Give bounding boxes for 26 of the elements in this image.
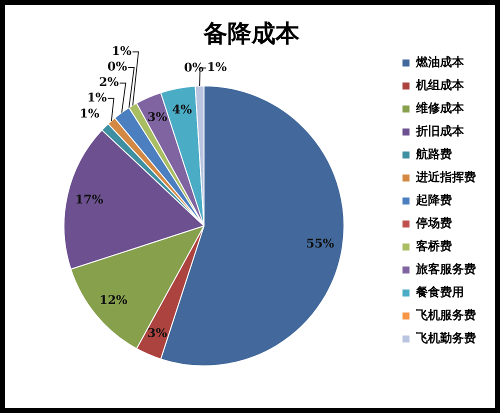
legend-label: 飞机服务费: [415, 308, 476, 322]
legend-label: 机组成本: [415, 78, 465, 92]
legend-label: 餐食费用: [415, 285, 464, 300]
data-label: 55%: [306, 236, 335, 250]
data-label: 3%: [147, 326, 168, 340]
legend-label: 进近指挥费: [415, 170, 476, 184]
chart-title: 备降成本: [202, 18, 300, 48]
legend-label: 旅客服务费: [415, 262, 476, 276]
legend-label: 停场费: [415, 216, 452, 230]
legend-label: 折旧成本: [415, 124, 465, 138]
data-label: 12%: [99, 292, 128, 307]
legend-label: 飞机勤务费: [415, 331, 476, 346]
data-label: 1%: [207, 60, 228, 74]
legend-label: 维修成本: [415, 101, 465, 116]
legend-label: 起降费: [415, 193, 452, 208]
legend-label: 燃油成本: [415, 55, 465, 70]
data-label: 1%: [87, 90, 108, 105]
legend-label: 客桥费: [415, 239, 452, 254]
data-label: 3%: [147, 110, 168, 124]
data-label: 1%: [112, 44, 132, 58]
data-label: 17%: [75, 192, 104, 206]
data-label: 1%: [80, 106, 100, 120]
data-label: 2%: [98, 75, 120, 90]
legend-label: 航路费: [415, 147, 452, 162]
text: 0%: [107, 60, 128, 74]
data-label: 4%: [172, 102, 192, 117]
